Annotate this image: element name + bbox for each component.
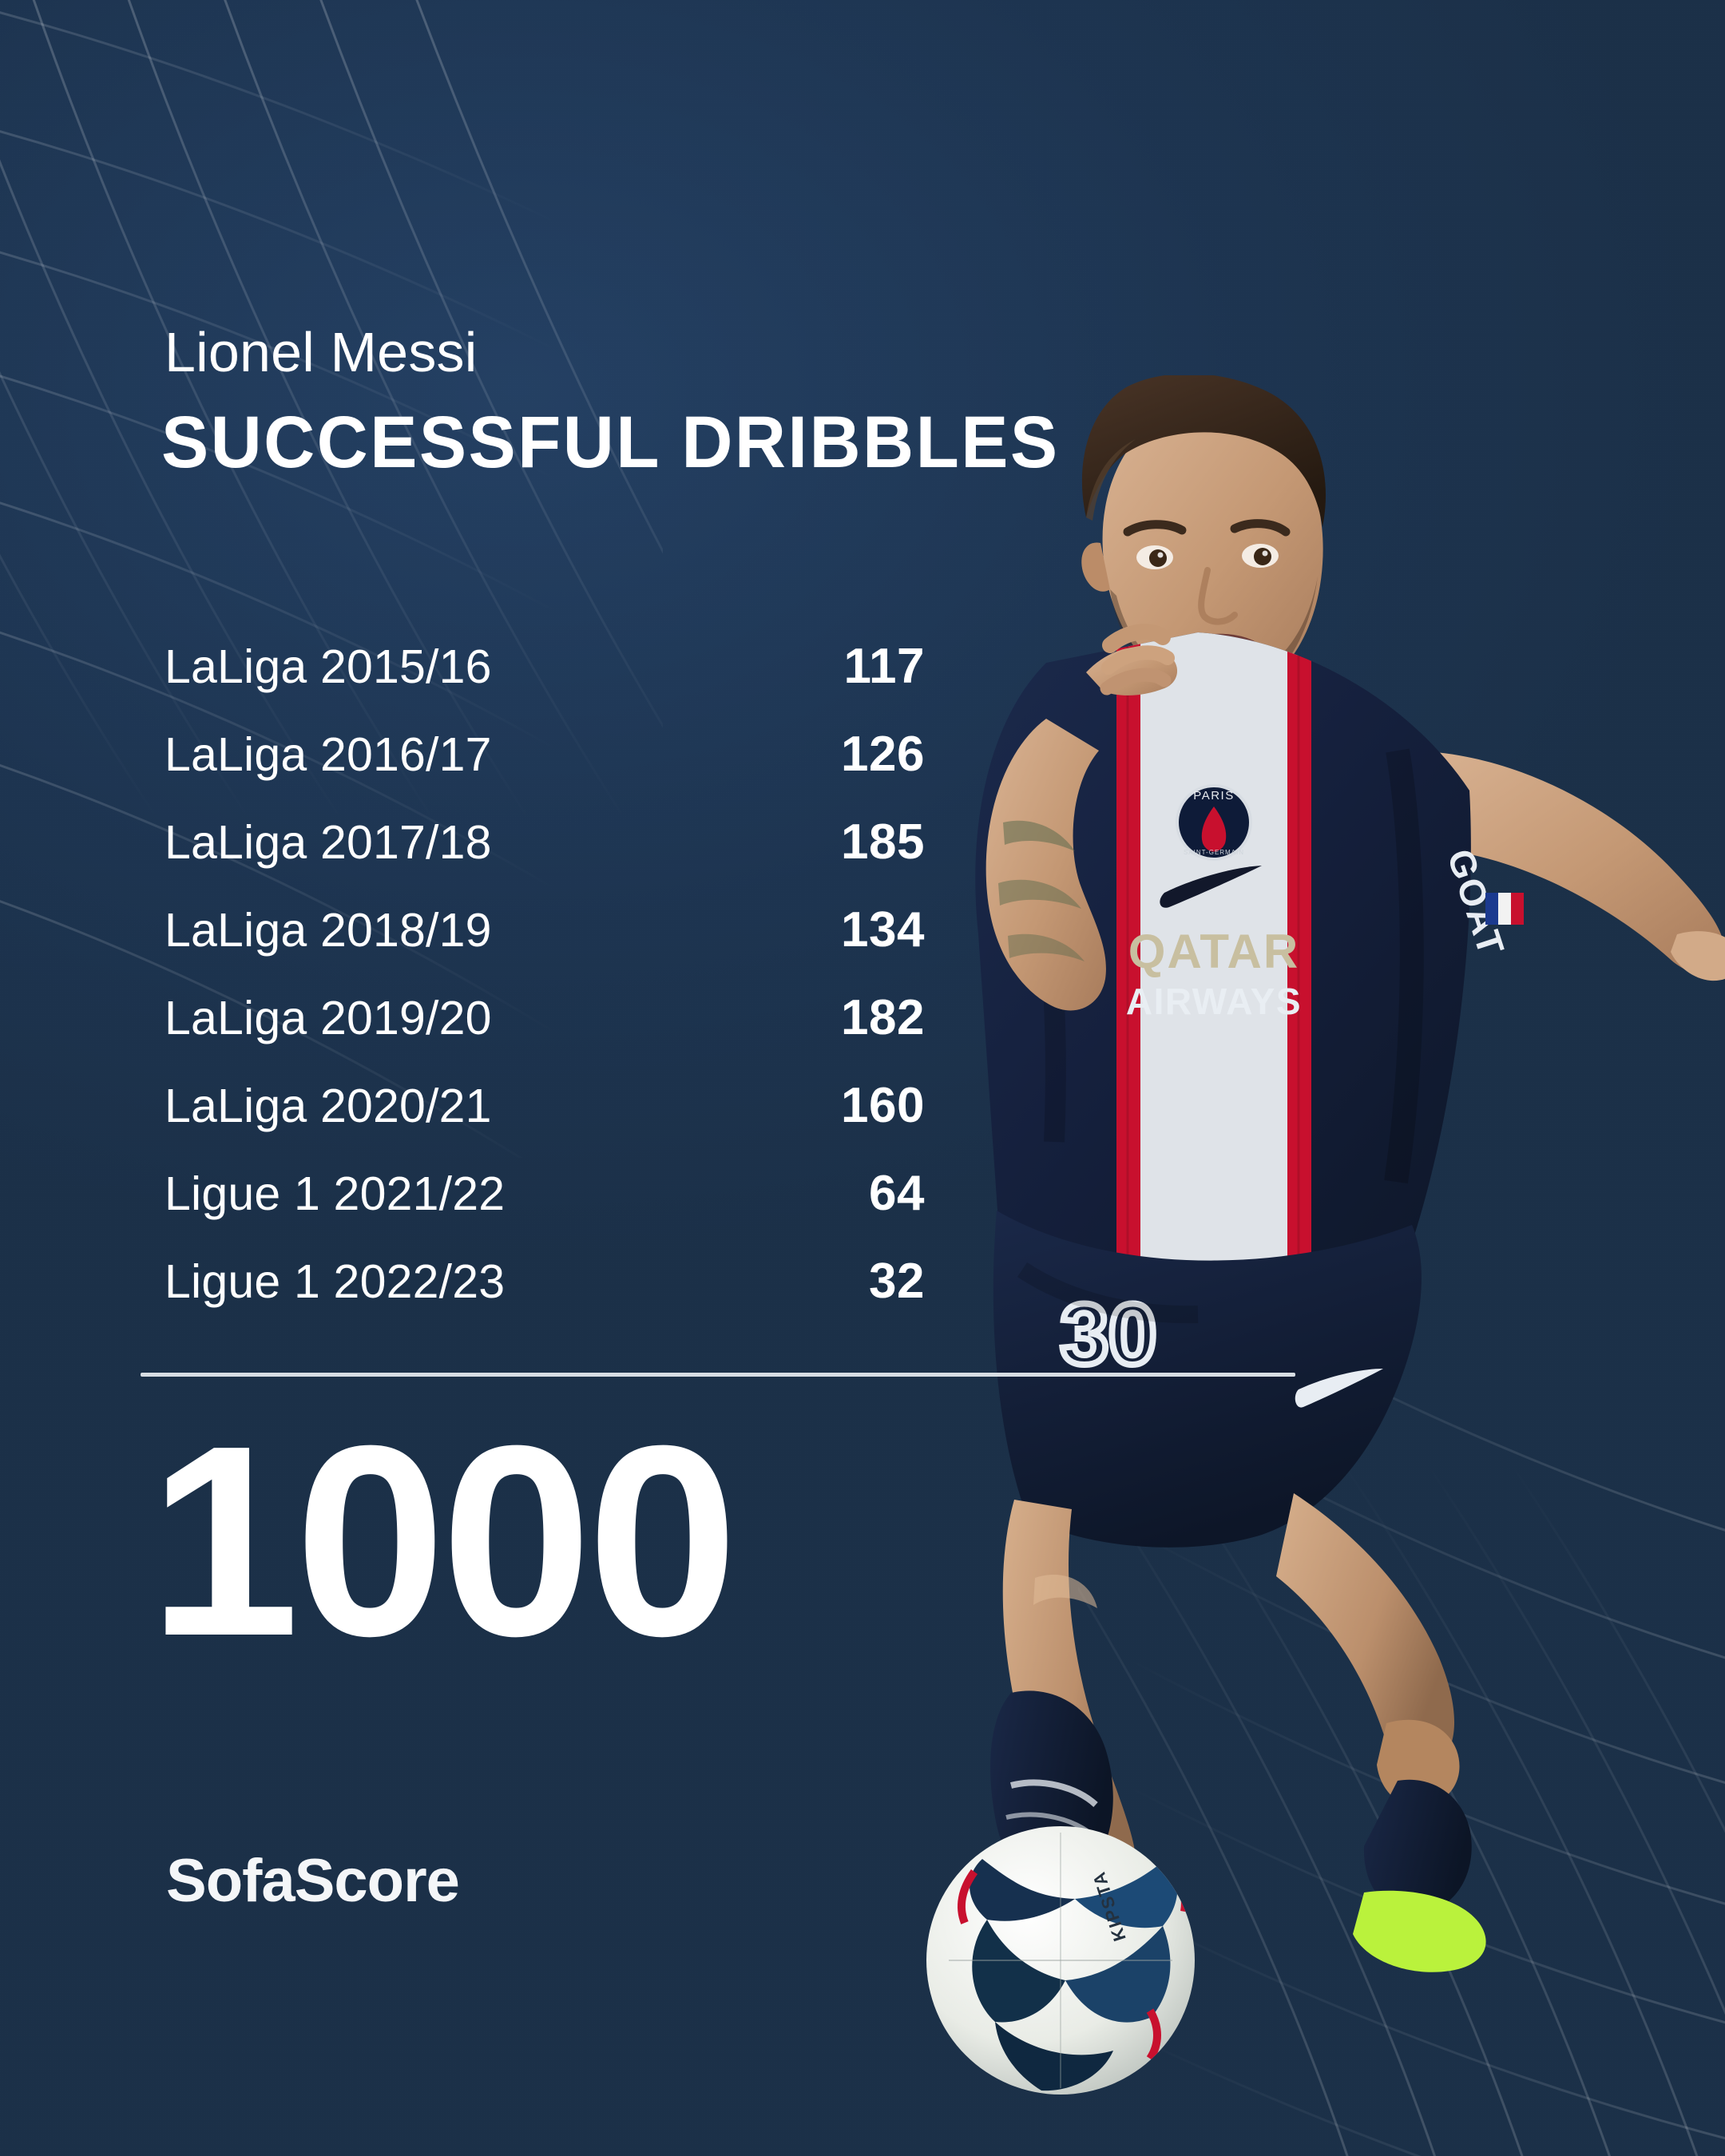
stat-value: 32 xyxy=(869,1254,925,1309)
total-dribbles-value: 1000 xyxy=(149,1389,738,1693)
stat-value: 160 xyxy=(841,1078,925,1133)
page-title: SUCCESSFUL DRIBBLES xyxy=(161,402,1060,483)
player-boot-back xyxy=(1353,1890,1486,1972)
stat-label: LaLiga 2018/19 xyxy=(165,904,492,957)
stat-row: Ligue 1 2022/23 32 xyxy=(165,1238,925,1326)
player-name-subtitle: Lionel Messi xyxy=(165,321,478,383)
stat-row: Ligue 1 2021/22 64 xyxy=(165,1150,925,1238)
stat-row: LaLiga 2020/21 160 xyxy=(165,1062,925,1150)
stat-row: LaLiga 2017/18 185 xyxy=(165,799,925,886)
svg-text:PARIS: PARIS xyxy=(1193,789,1234,803)
stat-label: LaLiga 2020/21 xyxy=(165,1080,492,1132)
stat-row: LaLiga 2016/17 126 xyxy=(165,711,925,799)
stat-label: LaLiga 2015/16 xyxy=(165,640,492,693)
stat-value: 185 xyxy=(841,814,925,870)
nike-swoosh-shirt xyxy=(1160,866,1262,908)
total-divider-line xyxy=(141,1373,1295,1377)
player-right-arm xyxy=(985,624,1178,1011)
stat-label: LaLiga 2017/18 xyxy=(165,816,492,869)
stat-label: LaLiga 2016/17 xyxy=(165,728,492,781)
football: KIPSTA xyxy=(926,1826,1195,2095)
sofascore-logo: SofaScore xyxy=(166,1847,460,1915)
shirt-sponsor-airways: AIRWAYS xyxy=(1126,981,1302,1022)
stat-value: 64 xyxy=(869,1166,925,1221)
player-shorts: 30 xyxy=(993,1211,1422,1548)
player-back-leg xyxy=(1276,1493,1455,1770)
stat-label: LaLiga 2019/20 xyxy=(165,992,492,1044)
stat-value: 182 xyxy=(841,990,925,1045)
stat-label: Ligue 1 2022/23 xyxy=(165,1255,506,1308)
stats-list: LaLiga 2015/16 117 LaLiga 2016/17 126 La… xyxy=(165,623,925,1326)
stat-value: 126 xyxy=(841,727,925,782)
stat-value: 117 xyxy=(843,639,925,694)
nike-swoosh-shorts xyxy=(1295,1369,1383,1408)
stat-value: 134 xyxy=(841,902,925,957)
player-left-arm xyxy=(1406,751,1725,974)
shorts-number: 30 xyxy=(1061,1286,1156,1382)
shirt-sponsor-qatar: QATAR xyxy=(1128,925,1299,978)
stat-row: LaLiga 2019/20 182 xyxy=(165,974,925,1062)
stat-row: LaLiga 2018/19 134 xyxy=(165,886,925,974)
stat-label: Ligue 1 2021/22 xyxy=(165,1167,506,1220)
psg-crest: PARIS SAINT-GERMAIN xyxy=(1176,784,1252,861)
player-hair xyxy=(1081,375,1326,527)
stat-row: LaLiga 2015/16 117 xyxy=(165,623,925,711)
player-photo-lionel-messi: PARIS SAINT-GERMAIN QATAR AIRWAYS GOAT xyxy=(847,375,1725,2156)
svg-text:SAINT-GERMAIN: SAINT-GERMAIN xyxy=(1184,849,1244,856)
